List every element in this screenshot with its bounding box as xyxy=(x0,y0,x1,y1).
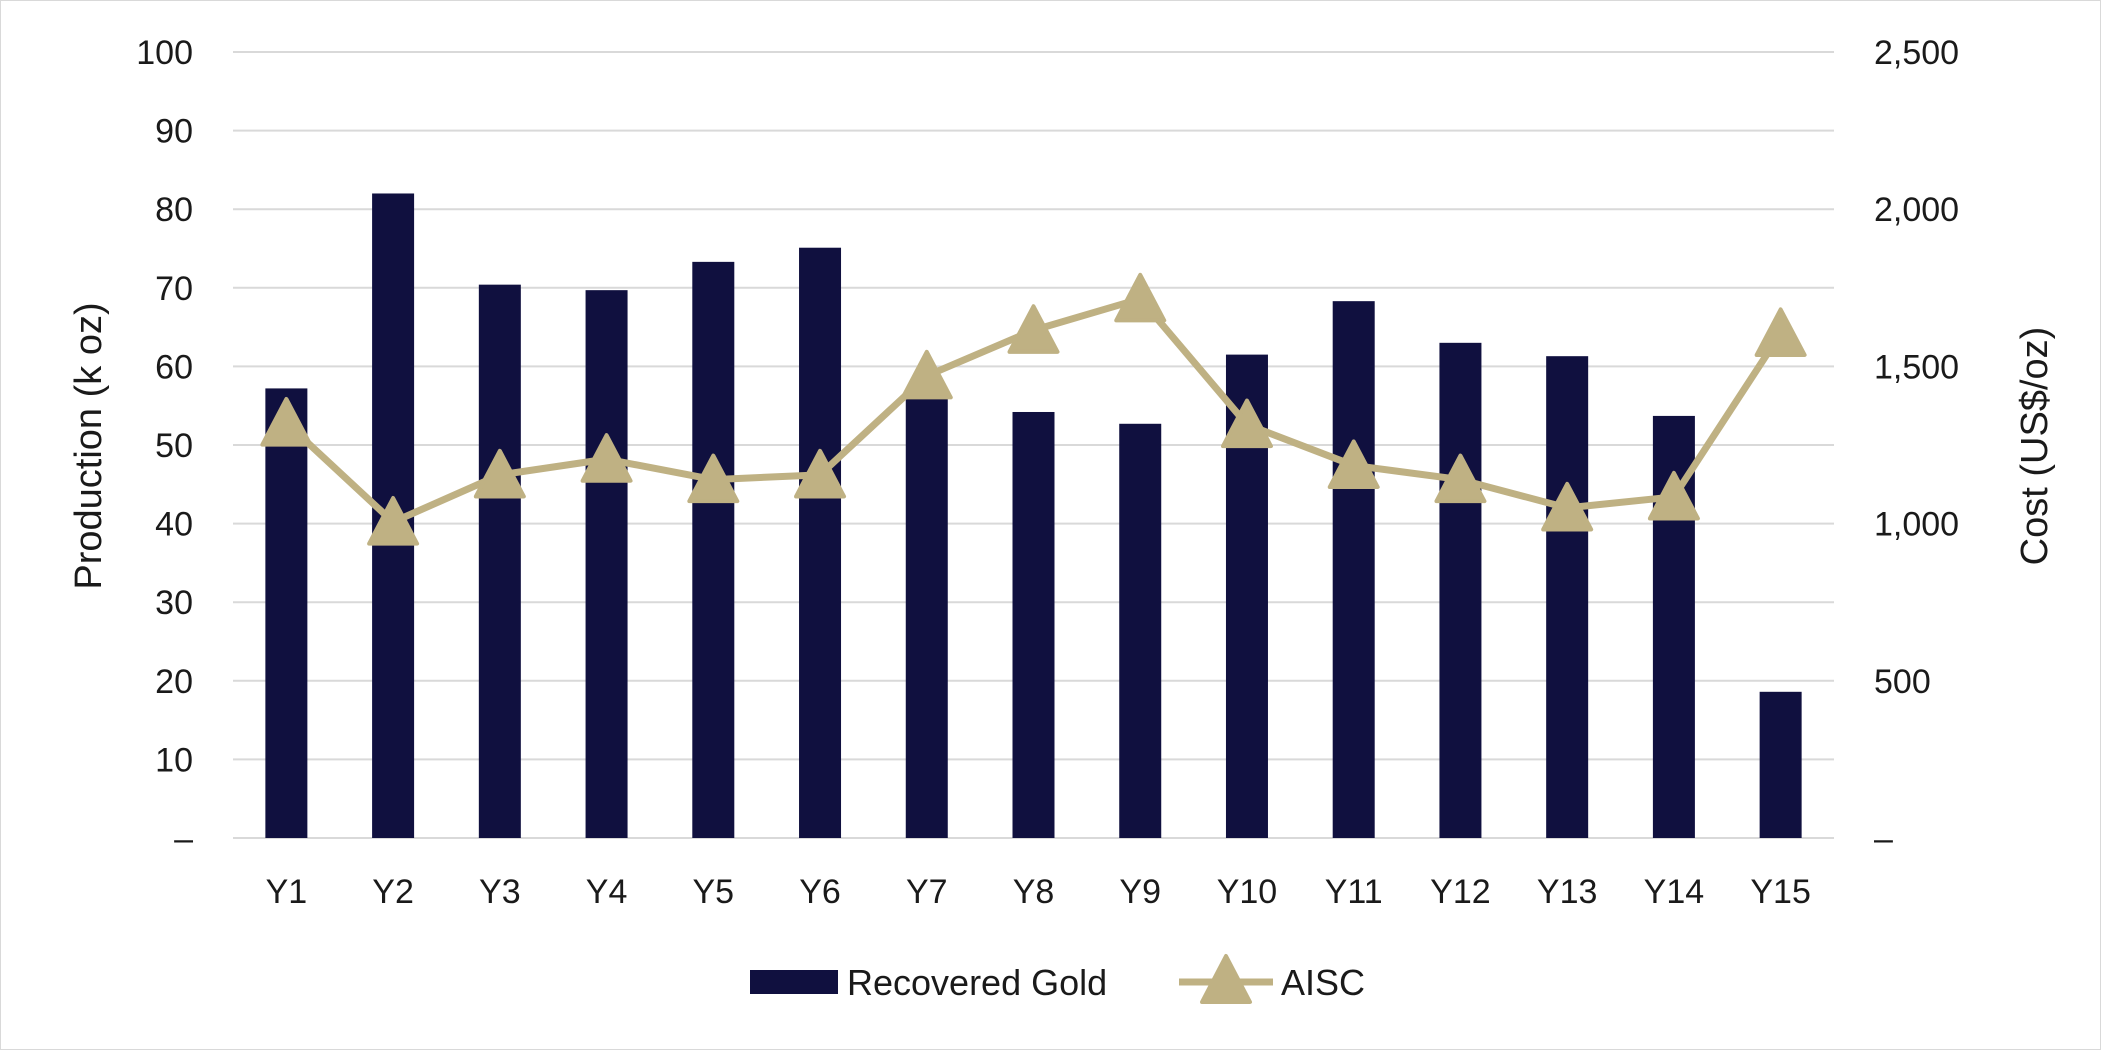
aisc-marker-y2 xyxy=(367,496,420,546)
left-tick-80: 80 xyxy=(155,191,193,229)
left-tick-70: 70 xyxy=(155,270,193,308)
left-tick-20: 20 xyxy=(155,663,193,701)
aisc-marker-y6 xyxy=(794,448,847,499)
bar-y15 xyxy=(1759,691,1802,838)
aisc-marker-y8 xyxy=(1007,304,1060,354)
bar-y12 xyxy=(1439,342,1482,838)
left-tick-60: 60 xyxy=(155,348,193,386)
x-tick-y2: Y2 xyxy=(372,873,414,911)
x-tick-y15: Y15 xyxy=(1750,873,1811,911)
bar-y11 xyxy=(1332,301,1375,838)
legend-label-aisc: AISC xyxy=(1281,962,1365,1003)
right-tick-1500: 1,500 xyxy=(1874,348,1959,386)
left-tick-100: 100 xyxy=(136,34,193,72)
x-tick-y1: Y1 xyxy=(266,873,308,911)
right-axis-title: Cost (US$/oz) xyxy=(2014,327,2056,566)
bar-y8 xyxy=(1012,411,1055,838)
aisc-marker-y5 xyxy=(687,453,740,504)
aisc-marker-y14 xyxy=(1647,470,1700,521)
x-tick-y7: Y7 xyxy=(906,873,948,911)
bar-y7 xyxy=(905,393,948,838)
left-tick-50: 50 xyxy=(155,427,193,465)
right-tick-2500: 2,500 xyxy=(1874,34,1959,72)
aisc-marker-y9 xyxy=(1114,272,1167,323)
aisc-marker-y3 xyxy=(473,448,526,499)
aisc-marker-y1 xyxy=(260,396,313,447)
x-axis-ticks: Y1 Y2 Y3 Y4 Y5 Y6 Y7 Y8 Y9 Y10 Y11 Y12 Y13 Y14 Y15 xyxy=(266,873,1811,911)
legend: Recovered Gold AISC xyxy=(750,954,1365,1004)
line-series xyxy=(260,272,1807,546)
x-tick-y5: Y5 xyxy=(693,873,735,911)
x-tick-y4: Y4 xyxy=(586,873,628,911)
right-tick-zero: – xyxy=(1874,820,1893,858)
x-tick-y11: Y11 xyxy=(1325,873,1383,911)
left-axis-ticks: – 10 20 30 40 50 60 70 80 90 100 xyxy=(136,34,193,858)
x-tick-y3: Y3 xyxy=(479,873,521,911)
bar-y4 xyxy=(585,290,628,839)
aisc-marker-y12 xyxy=(1434,453,1487,504)
x-tick-y6: Y6 xyxy=(799,873,841,911)
aisc-marker-y13 xyxy=(1541,481,1594,532)
aisc-marker-y7 xyxy=(900,349,953,400)
left-tick-40: 40 xyxy=(155,506,193,544)
left-tick-10: 10 xyxy=(155,741,193,779)
right-tick-500: 500 xyxy=(1874,663,1931,701)
right-axis-ticks: – 500 1,000 1,500 2,000 2,500 xyxy=(1874,34,1959,858)
x-tick-y9: Y9 xyxy=(1119,873,1161,911)
x-tick-y13: Y13 xyxy=(1537,873,1598,911)
legend-swatch-recovered-gold xyxy=(750,970,838,994)
aisc-marker-y4 xyxy=(580,433,633,483)
left-tick-: – xyxy=(174,820,193,858)
left-tick-30: 30 xyxy=(155,584,193,622)
aisc-marker-y10 xyxy=(1220,398,1273,449)
bar-y1 xyxy=(265,388,308,838)
bar-y6 xyxy=(799,247,842,839)
bar-y3 xyxy=(478,284,521,838)
bar-series xyxy=(265,193,1802,839)
x-tick-y8: Y8 xyxy=(1013,873,1055,911)
left-tick-90: 90 xyxy=(155,113,193,151)
bar-y13 xyxy=(1546,356,1589,838)
right-tick-2000: 2,000 xyxy=(1874,191,1959,229)
legend-label-recovered-gold: Recovered Gold xyxy=(847,962,1107,1003)
bar-y9 xyxy=(1119,423,1162,838)
left-axis-title: Production (k oz) xyxy=(68,302,110,589)
x-tick-y10: Y10 xyxy=(1217,873,1278,911)
x-tick-y14: Y14 xyxy=(1644,873,1705,911)
legend-marker-aisc xyxy=(1200,954,1252,1004)
bar-y5 xyxy=(692,261,735,838)
right-tick-1000: 1,000 xyxy=(1874,506,1959,544)
aisc-marker-y11 xyxy=(1327,439,1380,490)
x-tick-y12: Y12 xyxy=(1430,873,1491,911)
aisc-marker-y15 xyxy=(1754,307,1807,357)
